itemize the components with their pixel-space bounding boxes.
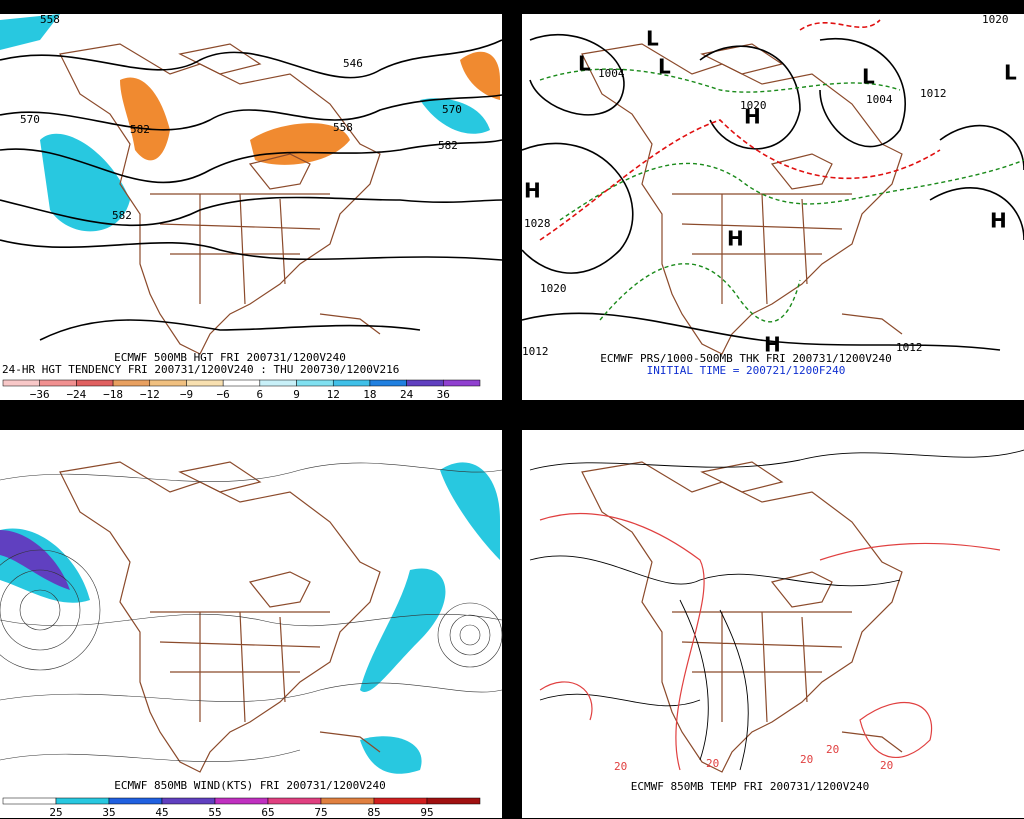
colorbar-label: 18: [363, 388, 376, 401]
colorbar: 25 35 45 55 65 75 85 95: [2, 797, 481, 819]
contour-label: 1012: [896, 341, 923, 354]
colorbar-label: −9: [180, 388, 193, 401]
contour-label: 1028: [524, 217, 551, 230]
colorbar-swatch: [2, 797, 57, 805]
contour-label: 20: [880, 759, 893, 772]
contour-label: 1020: [982, 13, 1009, 26]
panel-500mb: 558 570 582 546 558 570 582 582 ECMWF 50…: [0, 13, 503, 401]
colorbar-swatch: [149, 379, 187, 387]
low-center: L: [578, 52, 591, 76]
colorbar-swatch: [426, 797, 481, 805]
low-center: L: [646, 27, 659, 51]
colorbar-label: −36: [30, 388, 50, 401]
contour-label: 558: [40, 13, 60, 26]
contour-label: 1012: [522, 345, 549, 358]
caption: ECMWF PRS/1000-500MB THK FRI 200731/1200…: [600, 352, 891, 365]
contour-label: 20: [706, 757, 719, 770]
colorbar-label: 25: [49, 806, 62, 819]
contour-label: 1004: [866, 93, 893, 106]
contour-label: 1012: [920, 87, 947, 100]
contour-label: 1020: [540, 282, 567, 295]
colorbar-label: 24: [400, 388, 414, 401]
colorbar-label: 9: [293, 388, 300, 401]
panel-temp: 20 20 20 20 20 ECMWF 850MB TEMP FRI 2007…: [522, 430, 1024, 818]
colorbar-label: 75: [314, 806, 327, 819]
colorbar-swatch: [259, 379, 297, 387]
colorbar-label: −18: [103, 388, 123, 401]
contour-label: 570: [442, 103, 462, 116]
caption: ECMWF 850MB TEMP FRI 200731/1200V240: [631, 780, 869, 793]
colorbar-label: 35: [102, 806, 115, 819]
low-center: L: [658, 55, 671, 79]
contour-label: 20: [614, 760, 627, 773]
contour-label: 546: [343, 57, 363, 70]
colorbar-swatch: [369, 379, 407, 387]
high-center: H: [990, 209, 1007, 233]
colorbar-swatch: [55, 797, 110, 805]
colorbar-swatch: [267, 797, 322, 805]
caption: ECMWF 500MB HGT FRI 200731/1200V240: [114, 351, 346, 364]
contour-label: 20: [826, 743, 839, 756]
contour-label: 558: [333, 121, 353, 134]
panel-bg: [522, 430, 1024, 818]
colorbar-label: −6: [217, 388, 230, 401]
panel-wind: ECMWF 850MB WIND(KTS) FRI 200731/1200V24…: [0, 430, 503, 819]
high-center: H: [727, 227, 744, 251]
high-center: H: [524, 179, 541, 203]
contour-label: 570: [20, 113, 40, 126]
colorbar-swatch: [332, 379, 371, 387]
low-center: L: [1004, 61, 1017, 85]
caption: ECMWF 850MB WIND(KTS) FRI 200731/1200V24…: [114, 779, 386, 792]
colorbar-swatch: [373, 797, 428, 805]
contour-label: 582: [130, 123, 150, 136]
high-center: H: [764, 333, 781, 357]
colorbar-swatch: [214, 797, 269, 805]
contour-label: 1004: [598, 67, 625, 80]
colorbar-swatch: [2, 379, 40, 387]
colorbar-swatch: [443, 379, 481, 387]
colorbar-label: −24: [66, 388, 86, 401]
colorbar-label: 95: [420, 806, 433, 819]
colorbar-swatch: [76, 379, 114, 387]
colorbar-label: 36: [437, 388, 450, 401]
colorbar-swatch: [39, 379, 77, 387]
colorbar-swatch: [296, 379, 334, 387]
colorbar-swatch: [161, 797, 216, 805]
contour-label: 582: [112, 209, 132, 222]
colorbar-swatch: [186, 379, 224, 387]
colorbar: −36 −24 −18 −12 −9 −6 6 9 12 18 24 36: [2, 379, 481, 401]
colorbar-label: 6: [257, 388, 264, 401]
panel-pressure: 1004 1020 1004 1012 1020 1028 1020 1012 …: [521, 13, 1024, 400]
colorbar-swatch: [112, 379, 151, 387]
colorbar-label: 45: [155, 806, 168, 819]
high-center: H: [744, 105, 761, 129]
panel-bg: [522, 14, 1024, 400]
colorbar-label: −12: [140, 388, 160, 401]
colorbar-swatch: [320, 797, 375, 805]
contour-label: 20: [800, 753, 813, 766]
caption: INITIAL TIME = 200721/1200F240: [647, 364, 846, 377]
contour-label: 1020: [740, 99, 767, 112]
colorbar-swatch: [406, 379, 444, 387]
colorbar-label: 65: [261, 806, 274, 819]
low-center: L: [862, 65, 875, 89]
colorbar-swatch: [108, 797, 163, 805]
contour-label: 582: [438, 139, 458, 152]
colorbar-label: 12: [327, 388, 340, 401]
colorbar-label: 85: [367, 806, 380, 819]
caption: 24-HR HGT TENDENCY FRI 200731/1200V240 :…: [2, 363, 399, 376]
colorbar-label: 55: [208, 806, 221, 819]
colorbar-swatch: [222, 379, 261, 387]
